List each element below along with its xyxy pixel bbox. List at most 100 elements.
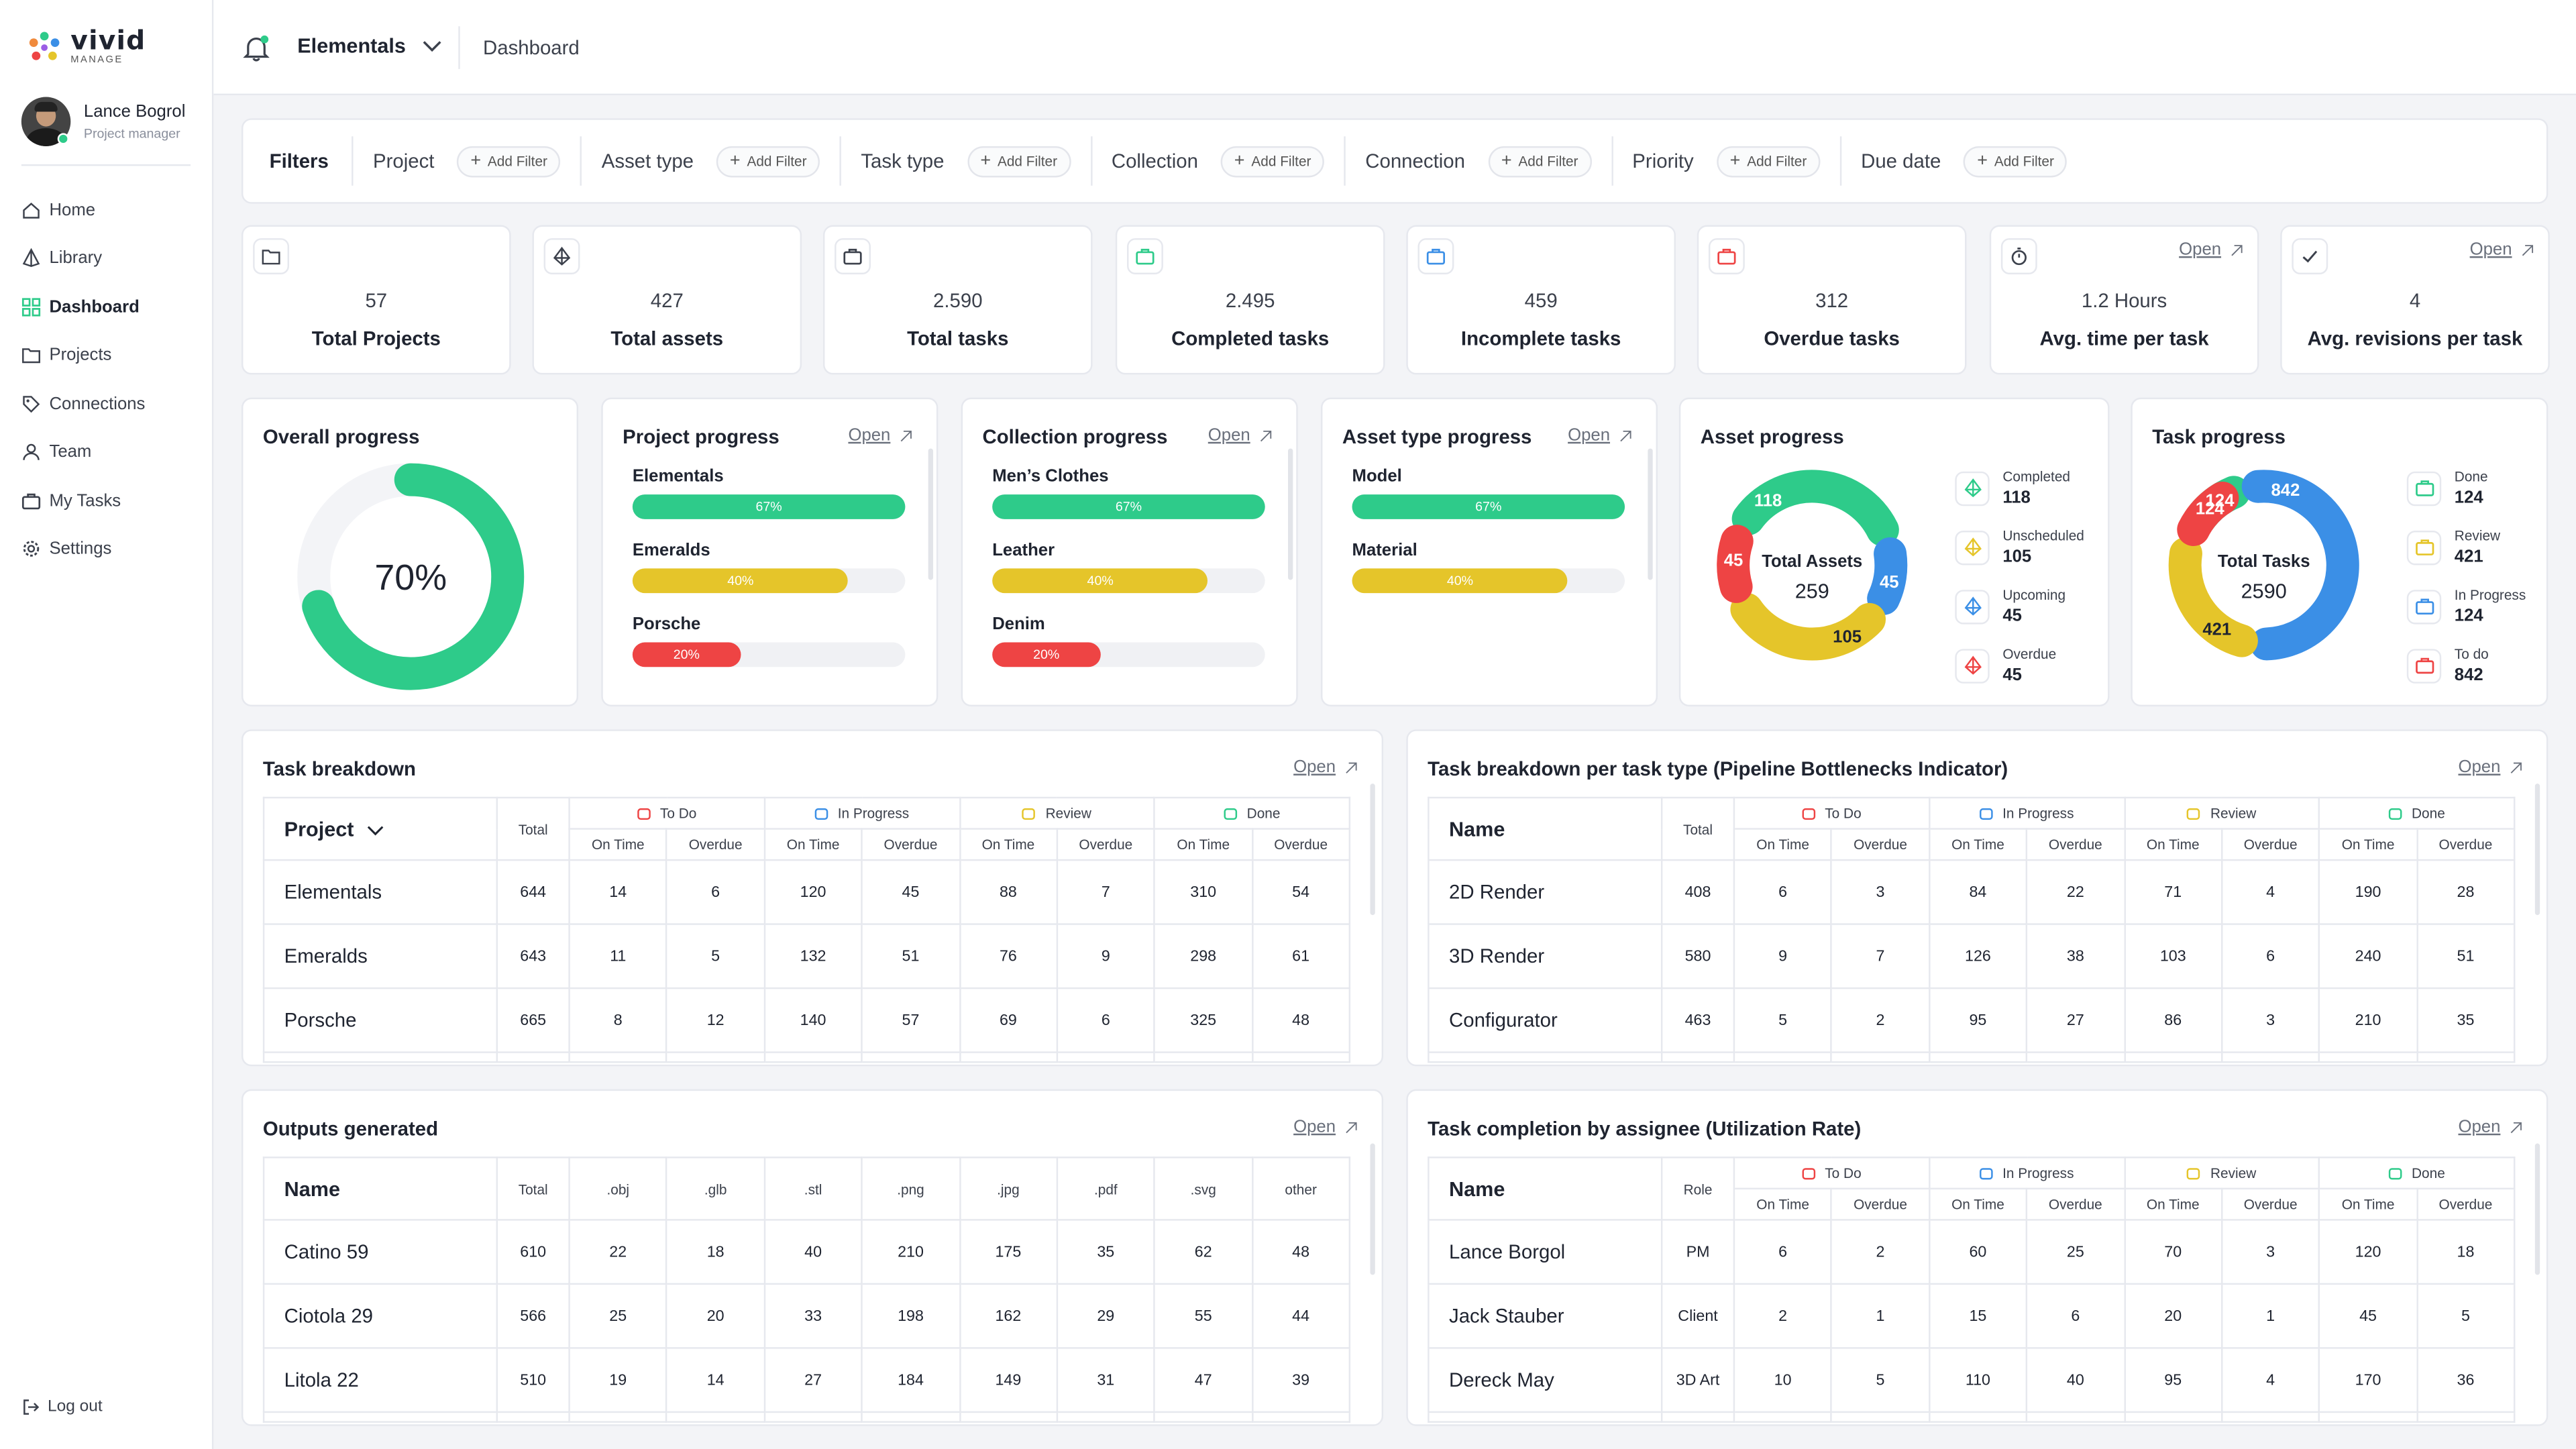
donut-segment xyxy=(2168,537,2258,657)
progress-card-collection-progress: Collection progress Open Men’s Clothes 67% L… xyxy=(961,397,1298,707)
brand-logo[interactable]: vivid MANAGE xyxy=(26,27,146,66)
table-row[interactable]: Porsche 665 8 12 140 57 69 6 325 48 xyxy=(262,987,1351,1053)
cube-icon xyxy=(1964,478,1981,498)
progress-card-title: Project progress xyxy=(623,425,780,449)
assignee-open-link[interactable]: Open xyxy=(2458,1117,2523,1137)
sidebar-item-dashboard[interactable]: Dashboard xyxy=(21,282,202,331)
table-cell: 1 xyxy=(2220,1283,2320,1349)
table-row[interactable]: Lance Borgol PM 6 2 60 25 70 3 120 18 xyxy=(1428,1219,2516,1285)
status-group-header: In Progress xyxy=(763,796,961,830)
legend-value: 45 xyxy=(2002,665,2022,686)
sidebar-item-connections[interactable]: Connections xyxy=(21,380,202,428)
arrow-up-right-icon xyxy=(2510,1121,2522,1133)
add-filter-button[interactable]: + Add Filter xyxy=(716,145,820,177)
asset-progress-donut: 118 45 105 45 Total Assets 259 xyxy=(1717,470,1908,661)
stat-label: Avg. time per task xyxy=(2039,327,2209,350)
add-filter-button[interactable]: + Add Filter xyxy=(1964,145,2068,177)
stat-open-link[interactable]: Open xyxy=(2179,240,2244,260)
table-scrollbar[interactable] xyxy=(2534,1143,2540,1275)
assignee-card: Task completion by assignee (Utilization… xyxy=(1406,1089,2548,1426)
add-filter-button[interactable]: + Add Filter xyxy=(1221,145,1325,177)
legend-value: 842 xyxy=(2454,665,2483,686)
add-filter-label: Add Filter xyxy=(997,152,1058,170)
stat-open-link[interactable]: Open xyxy=(2470,240,2535,260)
progress-track: 67% xyxy=(632,494,906,519)
sub-column-header: On Time xyxy=(958,828,1058,861)
add-filter-button[interactable]: + Add Filter xyxy=(1488,145,1592,177)
sub-column-header: Overdue xyxy=(1056,828,1156,861)
logout-button[interactable]: Log out xyxy=(21,1398,103,1416)
table-cell: 510 xyxy=(496,1347,570,1413)
folder-icon xyxy=(262,250,280,265)
progress-item: Porsche 20% xyxy=(632,614,906,667)
gear-icon xyxy=(23,541,40,557)
sidebar-item-library[interactable]: Library xyxy=(21,234,202,282)
table-cell: 120 xyxy=(2318,1219,2418,1285)
status-square-icon xyxy=(2187,1168,2201,1180)
scrollbar[interactable] xyxy=(1648,448,1653,580)
table-row[interactable]: Elementals 644 14 6 120 45 88 7 310 54 xyxy=(262,859,1351,925)
filters-title: Filters xyxy=(269,149,329,173)
open-label: Open xyxy=(2458,757,2501,777)
stat-label: Incomplete tasks xyxy=(1460,327,1621,350)
topbar-divider xyxy=(458,26,460,69)
sidebar-item-projects[interactable]: Projects xyxy=(21,331,202,379)
table-row[interactable]: 2D Render 408 6 3 84 22 71 4 190 28 xyxy=(1428,859,2516,925)
bell-icon[interactable] xyxy=(241,33,271,62)
progress-open-link[interactable]: Open xyxy=(1568,425,1633,445)
progress-open-link[interactable]: Open xyxy=(848,425,913,445)
progress-track: 40% xyxy=(632,568,906,594)
table-scrollbar[interactable] xyxy=(1370,784,1375,916)
name-column-header[interactable]: Project xyxy=(262,796,498,861)
progress-open-link[interactable]: Open xyxy=(1208,425,1273,445)
table-row[interactable]: Catino 59 610 22 18 40 210 175 35 62 48 xyxy=(262,1219,1351,1285)
task-breakdown-open-link[interactable]: Open xyxy=(1293,757,1358,777)
table-row[interactable]: Litola 22 510 19 14 27 184 149 31 47 39 xyxy=(262,1347,1351,1413)
progress-bar-fill: 40% xyxy=(992,568,1209,594)
sidebar-item-label: Connections xyxy=(49,394,146,414)
legend-item-unscheduled: Unscheduled 105 xyxy=(1955,517,2084,576)
task-type-breakdown-open-link[interactable]: Open xyxy=(2458,757,2523,777)
sidebar-item-my-tasks[interactable]: My Tasks xyxy=(21,476,202,525)
progress-bar-fill: 67% xyxy=(1352,494,1625,519)
table-cell: 19 xyxy=(568,1347,668,1413)
legend-icon-box xyxy=(1955,588,1990,624)
overall-progress-value: 70% xyxy=(374,557,447,598)
table-cell: 38 xyxy=(2025,923,2125,989)
status-group-label: Review xyxy=(2210,805,2257,822)
progress-list: Elementals 67% Emeralds 40% Porsche 20% xyxy=(632,467,906,689)
open-label: Open xyxy=(1568,425,1611,445)
table-row[interactable]: Jack Stauber Client 2 1 15 6 20 1 45 5 xyxy=(1428,1283,2516,1349)
table-scrollbar[interactable] xyxy=(2534,784,2540,916)
user-profile[interactable]: Lance Bogrol Project manager xyxy=(21,97,185,146)
table-cell: 51 xyxy=(2416,923,2516,989)
output-column-header: Total xyxy=(496,1157,570,1221)
status-group-label: In Progress xyxy=(837,805,910,822)
status-square-icon xyxy=(2187,808,2201,820)
add-filter-button[interactable]: + Add Filter xyxy=(1717,145,1820,177)
outputs-open-link[interactable]: Open xyxy=(1293,1117,1358,1137)
table-row[interactable]: Ciotola 29 566 25 20 33 198 162 29 55 44 xyxy=(262,1283,1351,1349)
table-cell: 7 xyxy=(1831,923,1930,989)
sidebar-item-settings[interactable]: Settings xyxy=(21,525,202,573)
sub-column-header: Overdue xyxy=(665,828,765,861)
scrollbar[interactable] xyxy=(1288,448,1293,580)
workspace-selector[interactable]: Elementals xyxy=(297,34,442,58)
table-scrollbar[interactable] xyxy=(1370,1143,1375,1275)
add-filter-button[interactable]: + Add Filter xyxy=(457,145,561,177)
table-row[interactable]: 3D Render 580 9 7 126 38 103 6 240 51 xyxy=(1428,923,2516,989)
table-row[interactable]: Configurator 463 5 2 95 27 86 3 210 35 xyxy=(1428,987,2516,1053)
add-filter-button[interactable]: + Add Filter xyxy=(967,145,1071,177)
table-row[interactable]: Emeralds 643 11 5 132 51 76 9 298 61 xyxy=(262,923,1351,989)
tag-icon xyxy=(23,395,40,413)
legend-label: Upcoming xyxy=(2002,586,2066,603)
table-row[interactable]: Dereck May 3D Art 10 5 110 40 95 4 170 36 xyxy=(1428,1347,2516,1413)
sidebar-item-home[interactable]: Home xyxy=(21,186,202,234)
scrollbar[interactable] xyxy=(928,448,934,580)
row-name: Emeralds xyxy=(262,923,498,989)
sidebar-item-team[interactable]: Team xyxy=(21,428,202,476)
row-extra: Client xyxy=(1660,1283,1735,1349)
progress-bar-fill: 40% xyxy=(1352,568,1568,594)
status-square-icon xyxy=(1979,808,1993,820)
sidebar: vivid MANAGE Lance Bogrol Project manage… xyxy=(0,0,214,1449)
